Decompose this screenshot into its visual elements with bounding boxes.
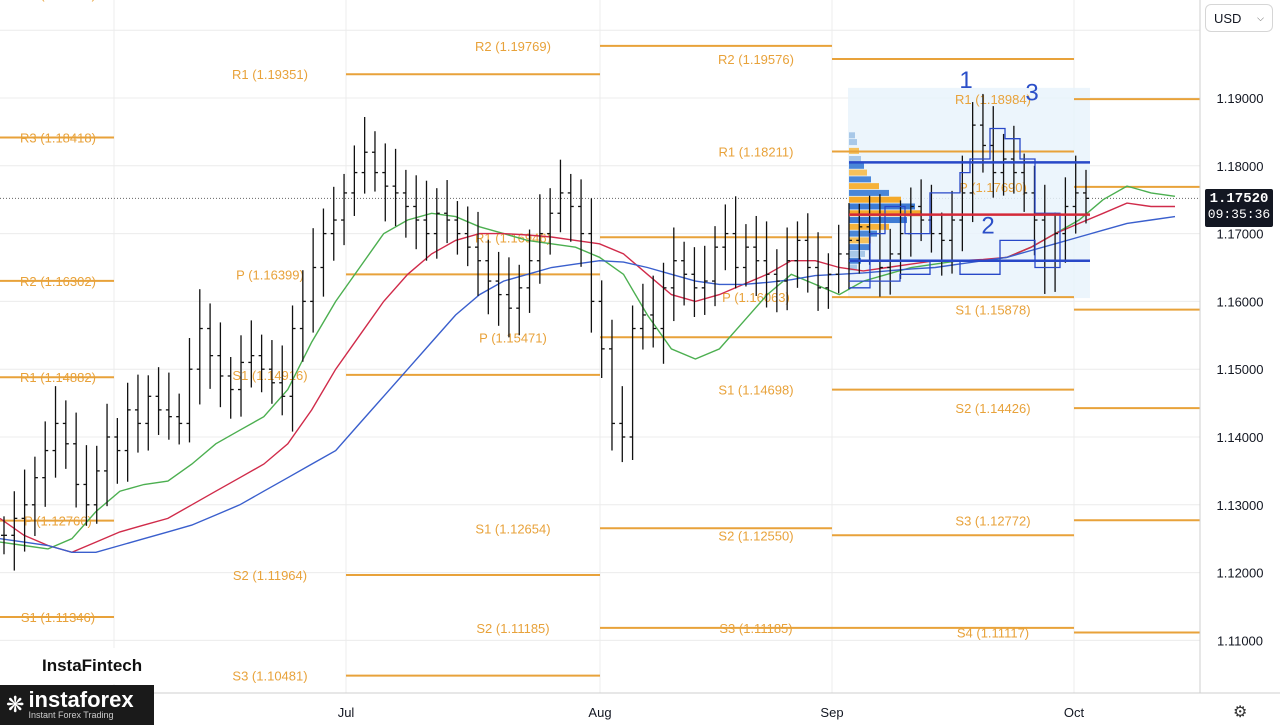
current-price-tag: 1.17520 09:35:36: [1205, 189, 1273, 227]
pivot-label: S3 (1.10481): [232, 669, 307, 684]
pivot-label: S1 (1.15878): [955, 303, 1030, 318]
y-tick-label: 1.15000: [1217, 362, 1264, 377]
instaforex-logo: ❋ instaforex Instant Forex Trading: [0, 685, 154, 725]
pivot-label: S1 (1.14698): [718, 383, 793, 398]
ohlc-bars: [1, 93, 1089, 571]
volume-profile-bar: [849, 183, 879, 190]
pivot-label: S4 (1.11117): [957, 625, 1029, 640]
pivot-label: R2 (1.16302): [20, 274, 96, 289]
settings-icon[interactable]: ⚙: [1233, 704, 1248, 721]
volume-profile-bar: [849, 162, 864, 169]
pivot-label: R2 (1.19576): [718, 52, 794, 67]
pivot-label: R3 (1.18418): [20, 130, 96, 145]
wave-label: 3: [1025, 80, 1038, 107]
pivot-label: S2 (1.12550): [718, 528, 793, 543]
volume-profile-bar: [849, 156, 861, 163]
pivot-label: R1 (1.18984): [955, 92, 1031, 107]
pivot-label: R2 (1.19769): [475, 39, 551, 54]
currency-selector[interactable]: USD ⌵: [1205, 4, 1273, 32]
y-tick-label: 1.17000: [1217, 227, 1264, 242]
pivot-label: R4 (1.20535): [20, 0, 96, 2]
y-tick-label: 1.13000: [1217, 498, 1264, 513]
pivot-label: S2 (1.11185): [476, 621, 549, 636]
volume-profile-bar: [849, 196, 901, 203]
volume-profile-bar: [849, 132, 855, 139]
volume-profile-bar: [849, 230, 877, 237]
pivot-label: R1 (1.19351): [232, 67, 308, 82]
volume-profile-bar: [849, 139, 857, 146]
x-tick-label: Sep: [820, 705, 843, 720]
currency-label: USD: [1214, 10, 1242, 26]
volume-profile-bar: [849, 189, 889, 196]
brand-tagline: Instant Forex Trading: [28, 710, 114, 720]
pivot-label: S1 (1.12654): [475, 521, 550, 536]
horizontal-levels: [849, 127, 1090, 289]
instafintech-watermark: InstaFintech: [35, 648, 143, 684]
pivot-label: S3 (1.11185): [719, 621, 792, 636]
volume-profile-bar: [849, 250, 865, 257]
pivot-label: R1 (1.14882): [20, 370, 96, 385]
pivot-label: P (1.16063): [722, 290, 790, 305]
x-tick-label: Jul: [338, 705, 355, 720]
y-tick-label: 1.11000: [1217, 633, 1263, 648]
volume-profile-bar: [849, 176, 871, 183]
wave-labels: 1 2 3: [959, 67, 1038, 240]
pivot-label: S3 (1.12772): [955, 513, 1030, 528]
pivot-label: R1 (1.18211): [719, 144, 794, 159]
pivot-label: S2 (1.14426): [955, 401, 1030, 416]
x-tick-label: Oct: [1064, 705, 1085, 720]
current-price: 1.17520: [1209, 191, 1269, 207]
wave-label: 2: [981, 213, 994, 240]
stepped-profile-line: [849, 127, 1061, 289]
pivot-label: P (1.12766): [24, 514, 92, 529]
y-tick-label: 1.16000: [1217, 294, 1264, 309]
volume-profile-bar: [849, 217, 907, 224]
y-tick-label: 1.18000: [1217, 159, 1264, 174]
pivot-label: S1 (1.14916): [232, 368, 307, 383]
x-tick-label: Aug: [588, 705, 611, 720]
y-tick-label: 1.19000: [1217, 91, 1264, 106]
pivot-label: P (1.15471): [479, 330, 547, 345]
volume-profile-bar: [849, 237, 871, 244]
chevron-down-icon: ⌵: [1257, 12, 1264, 23]
instaforex-logo-icon: ❋: [6, 692, 25, 717]
brand-name: instaforex: [28, 687, 134, 712]
volume-profile-bar: [849, 264, 857, 271]
volume-profile-bar: [849, 169, 867, 176]
countdown: 09:35:36: [1207, 207, 1271, 222]
pivot-levels: R4 (1.20535) R3 (1.18418) R2 (1.16302) R1 (…: [0, 0, 1200, 684]
pivot-label: S2 (1.11964): [233, 568, 307, 583]
wave-label: 1: [959, 67, 972, 94]
pivot-label: P (1.16399): [236, 267, 304, 282]
y-tick-label: 1.12000: [1217, 566, 1264, 581]
volume-profile-bar: [849, 203, 915, 210]
y-tick-label: 1.14000: [1217, 430, 1264, 445]
pivot-label: S1 (1.11346): [21, 610, 95, 625]
